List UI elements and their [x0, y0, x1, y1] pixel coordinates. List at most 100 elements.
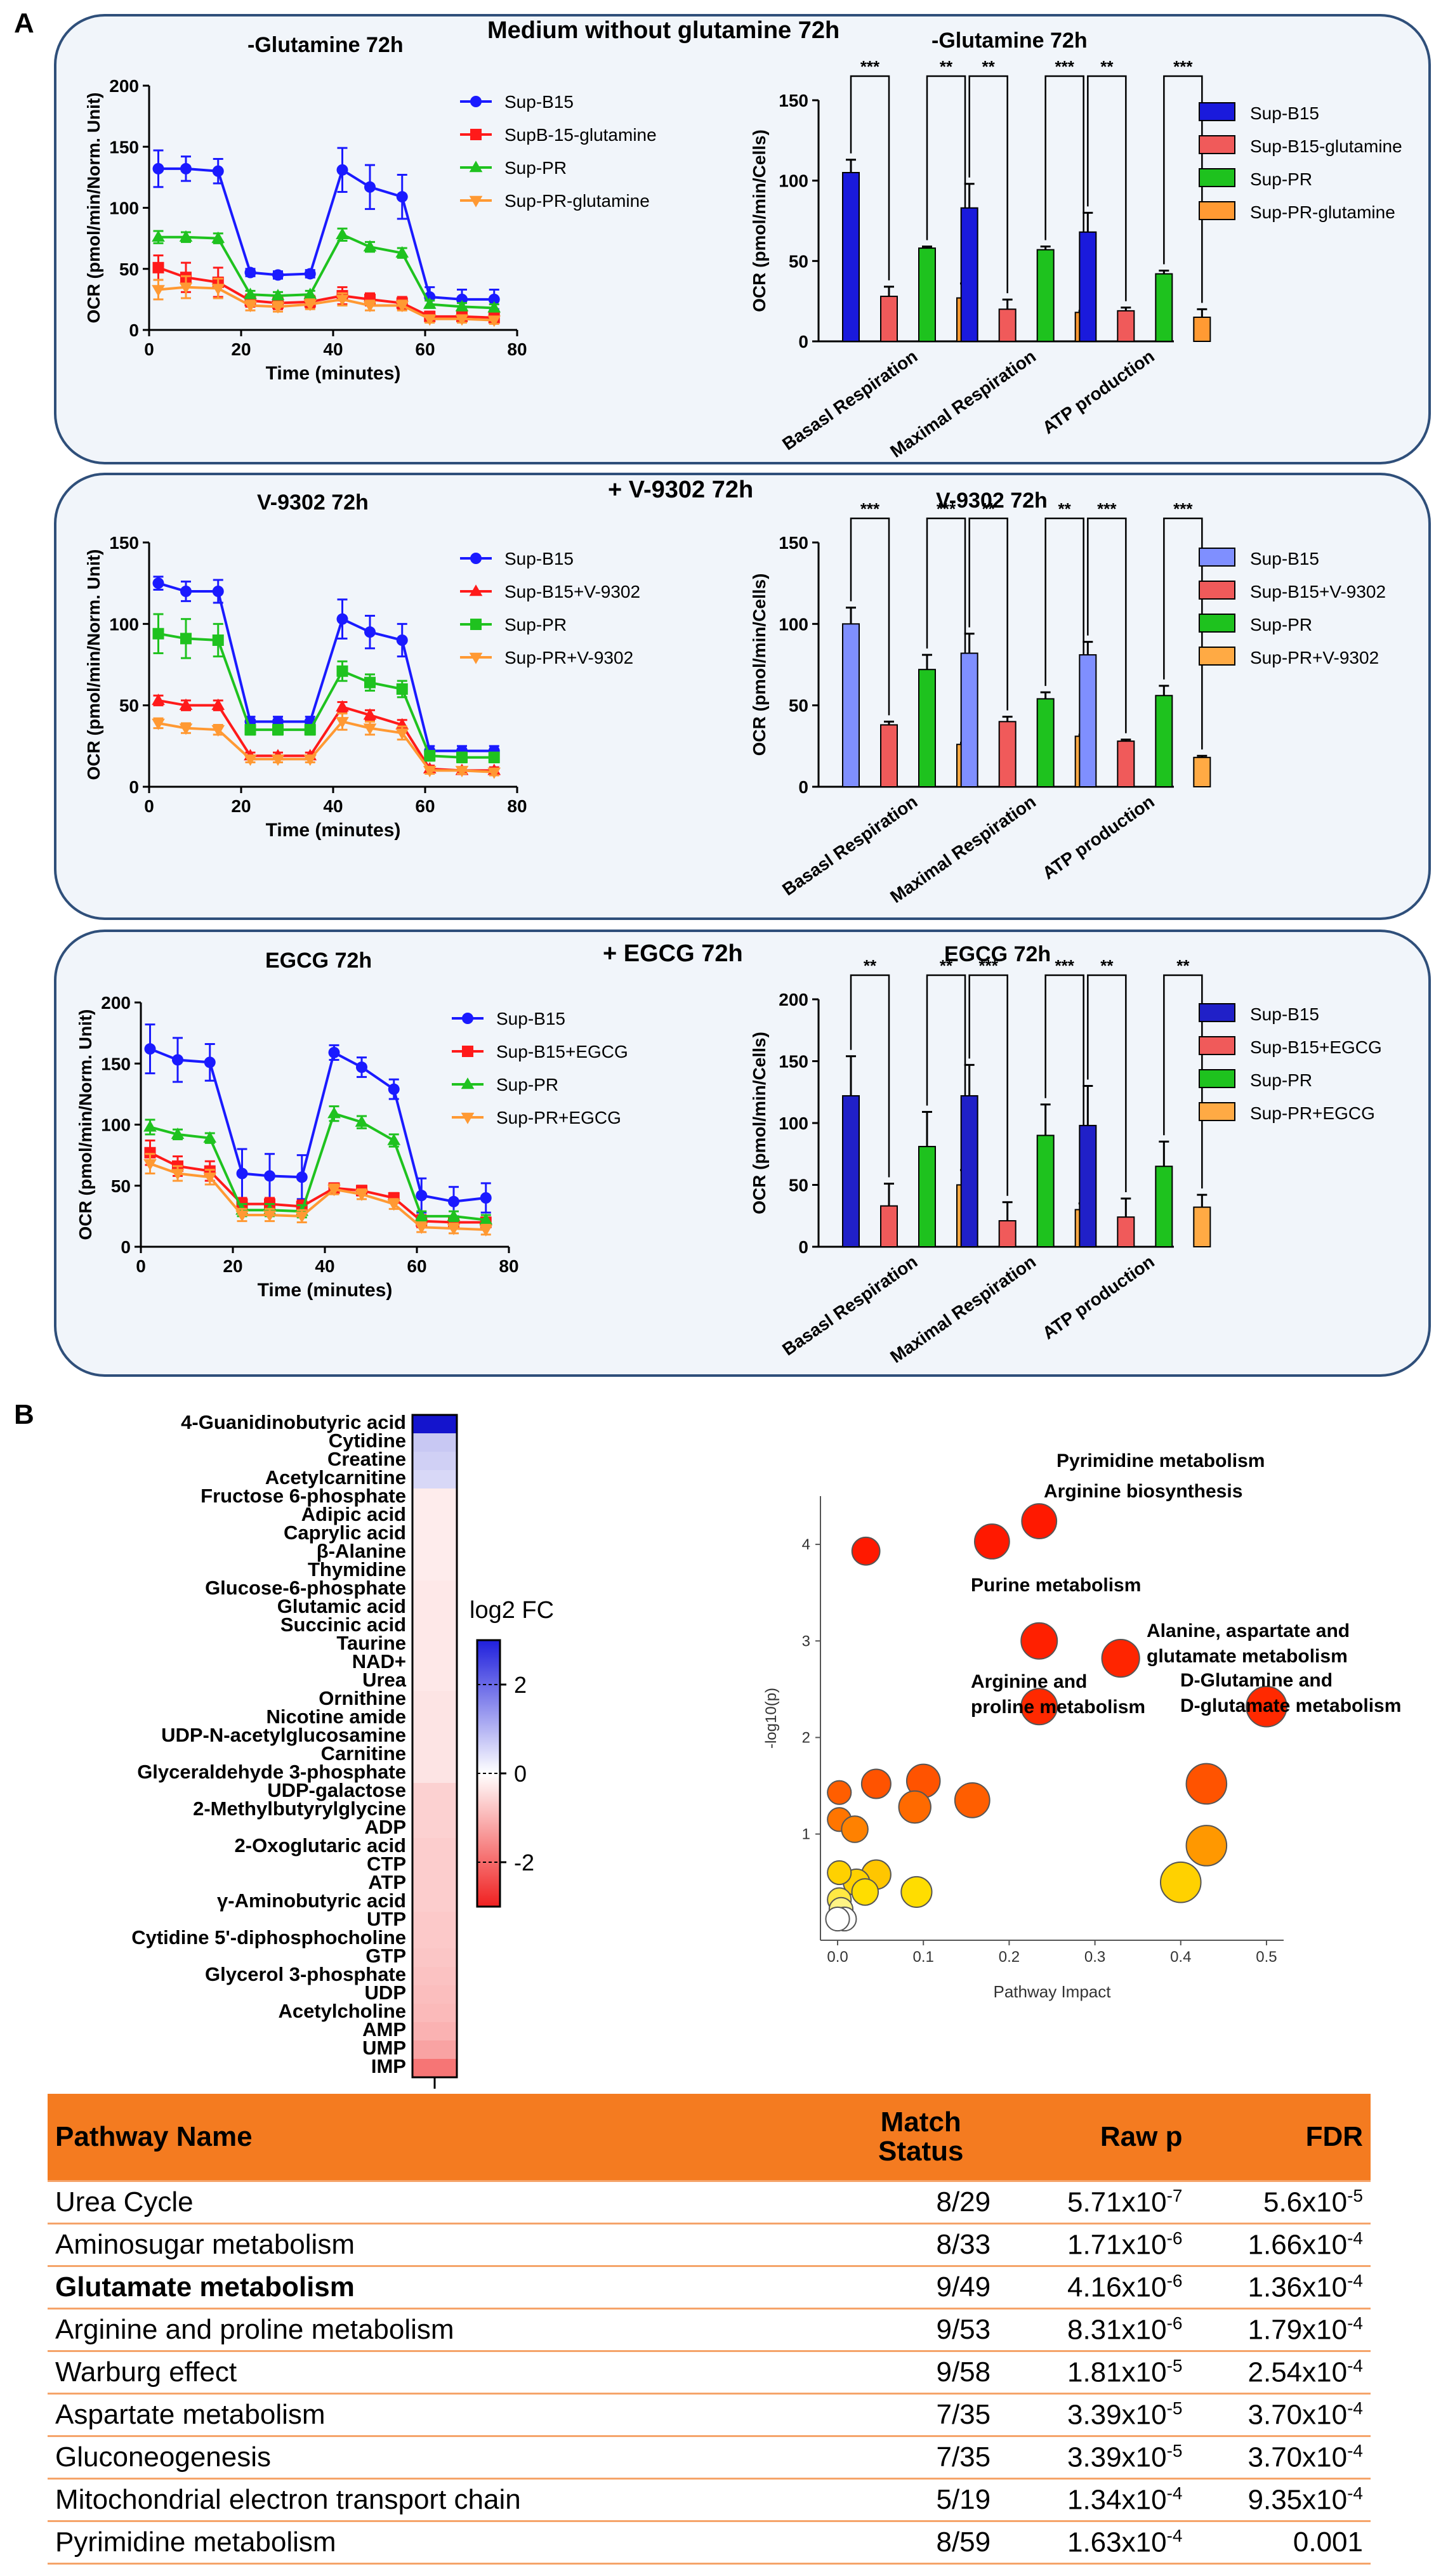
legend-label: Sup-PR+EGCG: [1250, 1103, 1375, 1123]
heatmap-row-label: UDP: [365, 1981, 406, 2004]
x-tick-label: 0: [144, 796, 154, 816]
data-point: [424, 750, 436, 762]
y-tick-label: 0: [798, 1237, 808, 1257]
legend-marker: [462, 1013, 473, 1024]
significance-label: **: [940, 956, 953, 975]
data-point: [271, 302, 285, 314]
raw-p-exponent: -6: [1166, 2271, 1183, 2291]
y-tick-label: 2: [802, 1729, 810, 1746]
data-point: [396, 683, 408, 695]
x-axis-label: Time (minutes): [258, 1280, 393, 1301]
bar: [918, 1146, 936, 1248]
data-point: [303, 299, 317, 312]
heatmap-row-label: Ornithine: [319, 1687, 406, 1709]
data-point: [447, 1209, 461, 1221]
heatmap-row-label: 2-Methylbutyrylglycine: [193, 1797, 406, 1820]
legend-marker: [469, 161, 483, 173]
series-line: [149, 1112, 486, 1221]
x-tick-label: 80: [507, 339, 527, 359]
data-point: [303, 287, 317, 299]
x-tick-label: 0.5: [1256, 1948, 1277, 1966]
bar: [1036, 1134, 1055, 1247]
heatmap-row-label: AMP: [362, 2018, 406, 2040]
y-axis-label: OCR (pmol/min/Cells): [749, 129, 769, 312]
line-chart-r3_line: EGCG 72h + EGCG 72h 0 50 100 150 200 0 20 40 60 80 T…: [76, 940, 743, 1301]
series-line: [158, 699, 494, 772]
match-status-cell: 8/59: [843, 2520, 999, 2565]
data-point: [336, 665, 348, 677]
chart-title: -Glutamine 72h: [247, 33, 404, 57]
y-axis-label: -log10(p): [763, 1688, 780, 1749]
data-point: [423, 314, 437, 326]
heatmap-row-label: IMP: [371, 2055, 406, 2077]
series-line: [158, 286, 494, 322]
legend-swatch: [1199, 201, 1235, 220]
series-line: [149, 1162, 486, 1232]
panel-a-label: A: [14, 8, 34, 39]
fdr-exponent: -4: [1347, 2356, 1363, 2376]
pathway-point: [898, 1790, 931, 1824]
data-point: [179, 698, 193, 710]
header-pathway-name: Pathway Name: [48, 2094, 844, 2181]
y-tick-label: 200: [779, 990, 808, 1009]
raw-p-exponent: -7: [1166, 2186, 1183, 2206]
y-tick-label: 100: [779, 1114, 808, 1133]
heatmap-row-label: Carnitine: [321, 1742, 406, 1764]
raw-p-exponent: -5: [1166, 2398, 1183, 2419]
legend-marker: [470, 96, 482, 107]
colorbar-tick-label: -2: [514, 1850, 534, 1876]
data-point: [336, 613, 348, 625]
series-Sup-PR: Sup-PR: [152, 613, 567, 763]
fdr-cell: 1.79x10-4: [1190, 2308, 1371, 2352]
legend-marker: [461, 1077, 475, 1089]
pathway-label: D-glutamate metabolism: [1180, 1695, 1401, 1716]
data-point: [304, 268, 316, 280]
heatmap-row-label: Urea: [362, 1669, 407, 1691]
data-point: [303, 754, 317, 766]
pathway-label: Purine metabolism: [971, 1575, 1141, 1596]
significance-bracket: [1087, 517, 1127, 733]
chart-title: V-9302 72h: [936, 489, 1048, 513]
match-status-cell: 7/35: [843, 2393, 999, 2437]
data-point: [456, 751, 468, 763]
heatmap-cell: [412, 1893, 457, 1912]
data-point: [180, 162, 192, 174]
legend-label: Sup-PR: [504, 158, 567, 178]
heatmap-row-label: Glycerol 3-phosphate: [205, 1963, 406, 1985]
data-point: [179, 282, 193, 294]
data-point: [487, 767, 501, 779]
y-tick-label: 50: [789, 251, 808, 271]
significance-bracket: [968, 974, 1008, 1196]
pathway-point: [827, 1860, 852, 1886]
bar: [918, 247, 936, 343]
data-point: [387, 1199, 401, 1211]
pathway-label: glutamate metabolism: [1147, 1646, 1348, 1667]
significance-label: **: [864, 956, 877, 975]
series-Sup-PR-glutamine: Sup-PR-glutamine: [152, 191, 650, 327]
fdr-cell: 2.54x10-4: [1190, 2350, 1371, 2395]
bar: [1155, 695, 1173, 788]
x-tick-label: 0.4: [1170, 1948, 1191, 1966]
data-point: [152, 285, 165, 297]
table-row: Glutamate metabolism 9/49 4.16x10-6 1.36x10…: [48, 2265, 1371, 2310]
bar: [960, 652, 978, 787]
significance-label: ***: [1097, 499, 1117, 518]
significance-label: **: [1100, 956, 1114, 975]
data-point: [271, 754, 285, 766]
bar: [1155, 1166, 1173, 1247]
table-row: Arginine and proline metabolism 9/53 8.31x…: [48, 2308, 1371, 2352]
data-point: [152, 628, 164, 640]
legend-label: Sup-B15-glutamine: [1250, 136, 1402, 156]
pathway-name-cell: Arginine and proline metabolism: [48, 2308, 844, 2352]
x-tick-label: 0: [136, 1256, 146, 1276]
data-point: [236, 1167, 248, 1180]
bar: [1117, 740, 1135, 787]
data-point: [152, 577, 164, 589]
fdr-cell: 3.70x10-4: [1190, 2435, 1371, 2480]
pathway-name-cell: Aspartate metabolism: [48, 2393, 844, 2437]
series-Sup-B15: Sup-B15: [144, 1009, 565, 1218]
heatmap-row-label: Acetylcholine: [278, 2000, 406, 2022]
table-row: Aminosugar metabolism 8/33 1.71x10-6 1.66x1…: [48, 2223, 1371, 2267]
legend-marker: [469, 652, 483, 664]
heatmap-cell: [412, 1820, 457, 1839]
